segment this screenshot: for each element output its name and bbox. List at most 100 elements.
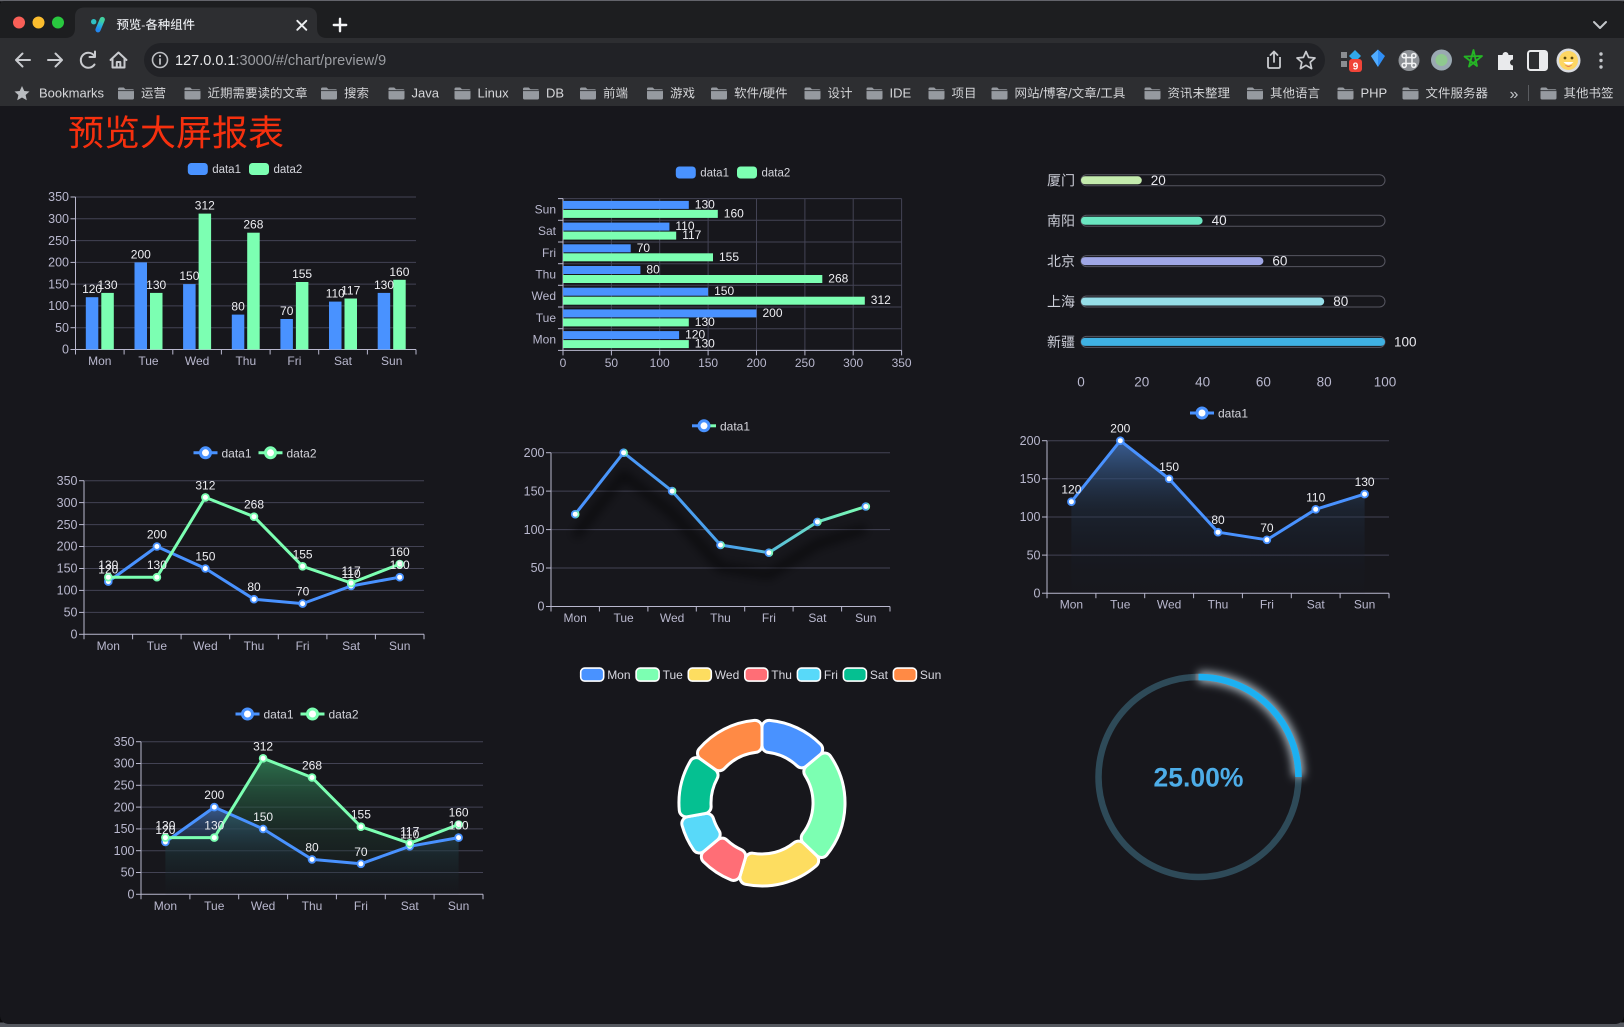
- svg-text:Mon: Mon: [97, 639, 120, 653]
- svg-text:70: 70: [1260, 521, 1274, 535]
- svg-text:Fri: Fri: [354, 899, 368, 913]
- svg-text:100: 100: [1020, 510, 1041, 524]
- svg-text:350: 350: [892, 356, 912, 370]
- svg-text:0: 0: [71, 628, 78, 642]
- svg-text:Thu: Thu: [235, 354, 256, 368]
- svg-text:80: 80: [646, 263, 660, 277]
- svg-text:50: 50: [1027, 548, 1041, 562]
- svg-text:Sun: Sun: [535, 202, 556, 216]
- svg-text:312: 312: [253, 739, 273, 753]
- svg-text:Thu: Thu: [771, 668, 792, 682]
- svg-text:data2: data2: [329, 708, 359, 722]
- svg-text:Mon: Mon: [564, 611, 587, 625]
- svg-text:Fri: Fri: [542, 246, 556, 260]
- svg-text:350: 350: [48, 190, 69, 204]
- svg-text:268: 268: [243, 218, 263, 232]
- svg-text:100: 100: [650, 356, 670, 370]
- svg-text:IDE: IDE: [890, 86, 912, 101]
- svg-text:200: 200: [763, 306, 783, 320]
- svg-text:50: 50: [55, 321, 69, 335]
- svg-text:120: 120: [155, 823, 175, 837]
- svg-text:150: 150: [114, 822, 135, 836]
- svg-text:/: /: [1040, 86, 1044, 101]
- svg-text:200: 200: [746, 356, 766, 370]
- svg-text:150: 150: [195, 550, 215, 564]
- svg-text:155: 155: [351, 808, 371, 822]
- svg-text:-: -: [141, 18, 145, 32]
- svg-text:312: 312: [871, 293, 891, 307]
- svg-text:130: 130: [146, 278, 166, 292]
- svg-text:Tue: Tue: [204, 899, 225, 913]
- svg-text:50: 50: [64, 606, 78, 620]
- svg-text:160: 160: [449, 806, 469, 820]
- svg-text:130: 130: [695, 315, 715, 329]
- svg-text:50: 50: [121, 866, 135, 880]
- svg-text:/: /: [1097, 86, 1101, 101]
- svg-text:130: 130: [204, 819, 224, 833]
- svg-text:Fri: Fri: [1260, 598, 1274, 612]
- svg-text:Sat: Sat: [808, 611, 827, 625]
- svg-text:200: 200: [131, 247, 151, 261]
- svg-text:Sun: Sun: [389, 639, 410, 653]
- svg-text:200: 200: [1110, 422, 1130, 436]
- svg-text:Bookmarks: Bookmarks: [39, 86, 105, 101]
- svg-text:120: 120: [98, 563, 118, 577]
- svg-text:110: 110: [1306, 490, 1325, 504]
- svg-text:300: 300: [114, 757, 135, 771]
- svg-text:100: 100: [48, 299, 69, 313]
- svg-text:Thu: Thu: [302, 899, 323, 913]
- svg-text:0: 0: [62, 343, 69, 357]
- svg-text:250: 250: [795, 356, 815, 370]
- svg-text:20: 20: [1134, 375, 1149, 390]
- svg-text:Sun: Sun: [855, 611, 876, 625]
- svg-text:350: 350: [114, 735, 135, 749]
- svg-text:268: 268: [828, 272, 848, 286]
- svg-text:70: 70: [296, 585, 310, 599]
- svg-text:80: 80: [1333, 294, 1348, 309]
- svg-text:20: 20: [1151, 173, 1166, 188]
- svg-text:268: 268: [244, 498, 264, 512]
- svg-text:200: 200: [147, 528, 167, 542]
- svg-text:80: 80: [1317, 375, 1332, 390]
- svg-text:Mon: Mon: [533, 333, 556, 347]
- svg-text:Tue: Tue: [663, 668, 684, 682]
- svg-text:100: 100: [524, 523, 545, 537]
- svg-text:350: 350: [57, 474, 78, 488]
- svg-text:80: 80: [1211, 513, 1225, 527]
- svg-text:data1: data1: [1218, 407, 1248, 421]
- svg-text:Wed: Wed: [715, 668, 739, 682]
- svg-text:150: 150: [1159, 460, 1179, 474]
- svg-text:Sat: Sat: [401, 899, 420, 913]
- svg-text:120: 120: [82, 282, 102, 296]
- svg-text:PHP: PHP: [1361, 86, 1388, 101]
- svg-text:50: 50: [605, 356, 619, 370]
- svg-text:data1: data1: [720, 419, 750, 433]
- svg-text:data1: data1: [212, 164, 241, 176]
- svg-text:110: 110: [675, 219, 694, 233]
- svg-text:80: 80: [247, 580, 261, 594]
- svg-text:117: 117: [342, 564, 361, 578]
- svg-text:Thu: Thu: [710, 611, 731, 625]
- svg-text:300: 300: [843, 356, 863, 370]
- svg-text:0: 0: [1034, 586, 1041, 600]
- svg-text:40: 40: [1212, 213, 1227, 228]
- svg-text:130: 130: [374, 278, 394, 292]
- svg-text:250: 250: [57, 518, 78, 532]
- svg-text:100: 100: [1374, 375, 1397, 390]
- svg-text:200: 200: [524, 446, 545, 460]
- svg-text:data2: data2: [287, 446, 317, 460]
- svg-text:Sat: Sat: [342, 639, 361, 653]
- svg-text:268: 268: [302, 759, 322, 773]
- svg-text:127.0.0.1: 127.0.0.1: [175, 53, 235, 69]
- svg-text:150: 150: [48, 277, 69, 291]
- svg-text:155: 155: [719, 250, 739, 264]
- svg-text:Thu: Thu: [244, 639, 265, 653]
- svg-text:70: 70: [280, 304, 294, 318]
- svg-text:Sun: Sun: [920, 668, 941, 682]
- svg-text:250: 250: [48, 234, 69, 248]
- svg-text:117: 117: [341, 284, 360, 298]
- svg-text:130: 130: [155, 819, 175, 833]
- svg-text:/: /: [759, 86, 763, 101]
- svg-text:130: 130: [98, 558, 118, 572]
- svg-text:200: 200: [204, 788, 224, 802]
